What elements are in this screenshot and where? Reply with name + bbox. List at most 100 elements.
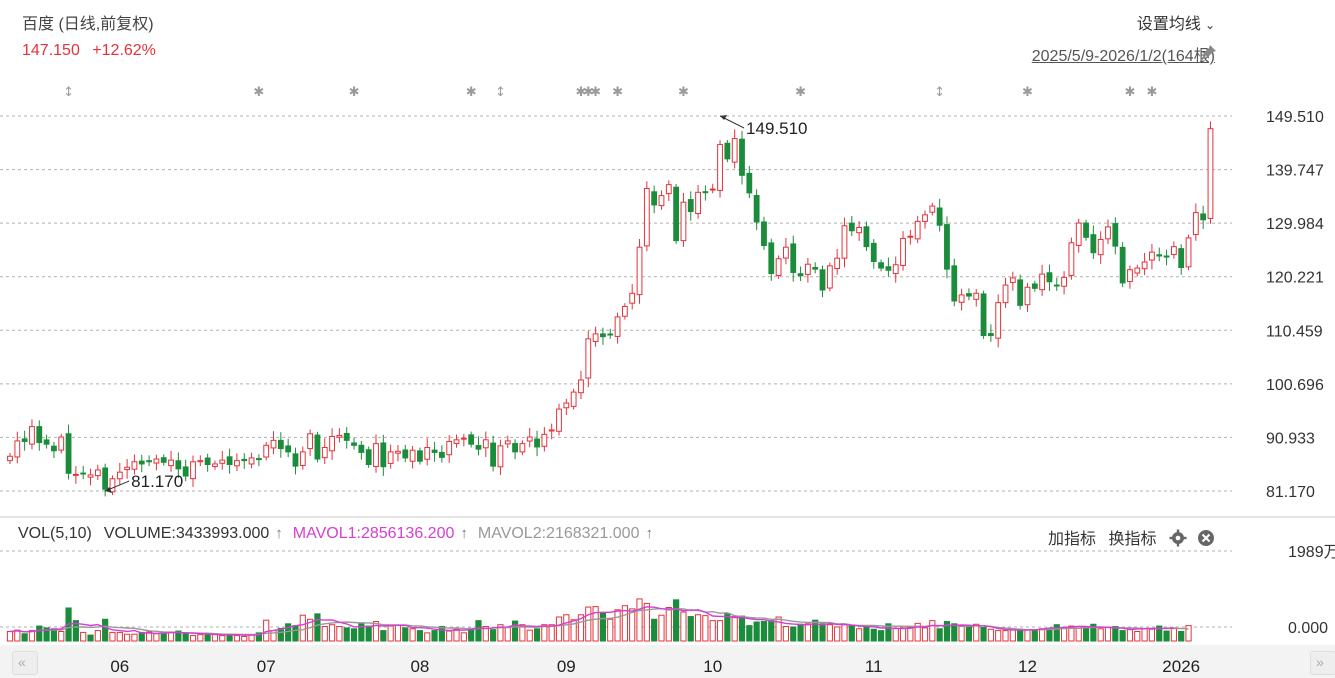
candle-body[interactable] (812, 267, 819, 270)
candle-body[interactable] (519, 443, 526, 453)
candle-body[interactable] (431, 449, 438, 453)
volume-bar[interactable] (1112, 626, 1119, 642)
volume-bar[interactable] (94, 630, 101, 642)
candle[interactable] (417, 447, 423, 465)
add-indicator-button[interactable]: 加指标 (1048, 531, 1097, 548)
event-marker-icon[interactable]: ✱ (576, 85, 587, 100)
candle[interactable] (592, 326, 599, 347)
event-marker-icon[interactable]: ↕ (934, 85, 945, 100)
candle-body[interactable] (124, 466, 131, 471)
candle[interactable] (146, 455, 152, 467)
volume-bar[interactable] (958, 626, 965, 642)
volume-bar[interactable] (402, 627, 409, 642)
candle[interactable] (1017, 274, 1024, 310)
volume-bar[interactable] (592, 606, 599, 642)
candle-body[interactable] (1002, 284, 1009, 304)
candle-body[interactable] (1046, 272, 1053, 283)
volume-bar[interactable] (987, 628, 994, 642)
volume-bar[interactable] (226, 634, 233, 642)
candle-body[interactable] (285, 445, 292, 453)
candle[interactable] (600, 327, 606, 345)
candle-body[interactable] (21, 438, 28, 442)
candle[interactable] (790, 235, 797, 282)
candle-body[interactable] (512, 443, 518, 453)
candle[interactable] (212, 460, 218, 470)
candle-body[interactable] (197, 460, 204, 463)
volume-bar[interactable] (182, 633, 189, 642)
candle-body[interactable] (1068, 242, 1075, 276)
candle[interactable] (468, 431, 475, 448)
candle-body[interactable] (307, 433, 314, 450)
volume-bar[interactable] (1039, 628, 1046, 642)
candle-body[interactable] (248, 457, 255, 465)
scroll-right-button[interactable] (1310, 651, 1335, 675)
volume-bar[interactable] (438, 626, 445, 642)
candle-body[interactable] (1149, 251, 1155, 261)
candle[interactable] (1112, 217, 1119, 255)
event-marker-icon[interactable]: ✱ (583, 85, 594, 100)
candle-body[interactable] (14, 440, 21, 458)
candle-body[interactable] (958, 294, 965, 303)
candle-body[interactable] (468, 434, 475, 445)
candle-body[interactable] (1119, 246, 1126, 284)
volume-bar[interactable] (1060, 627, 1068, 642)
candle[interactable] (160, 454, 167, 466)
candle-body[interactable] (153, 458, 160, 464)
candle[interactable] (1097, 231, 1104, 264)
candle-body[interactable] (1141, 261, 1148, 270)
volume-bar[interactable] (328, 624, 336, 642)
candle-body[interactable] (614, 316, 621, 337)
event-marker-icon[interactable]: ✱ (795, 85, 806, 100)
candle[interactable] (768, 238, 775, 281)
candle[interactable] (878, 259, 884, 272)
switch-indicator-button[interactable]: 换指标 (1108, 531, 1157, 548)
volume-bar[interactable] (826, 624, 833, 642)
candle-body[interactable] (1112, 223, 1119, 247)
candle[interactable] (731, 129, 738, 169)
candle-body[interactable] (438, 451, 445, 458)
volume-bar[interactable] (131, 633, 138, 642)
candle-body[interactable] (204, 457, 211, 465)
candle-body[interactable] (1061, 276, 1067, 287)
candle[interactable] (1053, 277, 1060, 291)
candle-body[interactable] (263, 444, 270, 458)
volume-bar[interactable] (790, 626, 797, 642)
candle-body[interactable] (695, 191, 701, 215)
candle[interactable] (387, 444, 394, 469)
volume-bar[interactable] (490, 629, 497, 642)
volume-bar[interactable] (526, 629, 533, 642)
volume-bar[interactable] (1104, 626, 1112, 642)
candle-body[interactable] (900, 237, 906, 266)
candle[interactable] (621, 303, 628, 320)
candle-body[interactable] (182, 466, 189, 477)
candle[interactable] (168, 450, 174, 472)
candle-body[interactable] (365, 449, 372, 465)
candle-body[interactable] (878, 262, 884, 269)
event-markers[interactable]: ↕ ✱ ✱ ✱ ↕ ✱✱✱ ✱ ✱ ✱ ↕ ✱ ✱ ✱ (63, 85, 1157, 100)
volume-bar[interactable] (812, 619, 819, 642)
volume-bar[interactable] (138, 631, 145, 642)
candle-body[interactable] (446, 440, 453, 456)
candle-body[interactable] (929, 205, 936, 213)
candle-body[interactable] (1090, 234, 1097, 254)
candle-body[interactable] (424, 446, 431, 460)
candle-body[interactable] (761, 221, 767, 247)
candle[interactable] (966, 288, 972, 301)
candle-body[interactable] (892, 264, 899, 275)
volume-bar[interactable] (716, 620, 724, 642)
volume-bar[interactable] (753, 621, 760, 642)
candle-body[interactable] (482, 439, 489, 449)
candle[interactable] (482, 431, 489, 458)
candle-body[interactable] (270, 439, 277, 449)
candle[interactable] (1141, 252, 1148, 275)
candle-body[interactable] (1017, 279, 1024, 306)
candle[interactable] (680, 192, 687, 247)
candle[interactable] (124, 459, 131, 479)
candle[interactable] (277, 432, 284, 458)
candle[interactable] (21, 430, 28, 451)
candle-body[interactable] (116, 471, 123, 480)
candle[interactable] (658, 190, 665, 210)
volume-bar[interactable] (746, 625, 753, 642)
candle-body[interactable] (80, 472, 87, 475)
volume-bar[interactable] (651, 618, 658, 642)
